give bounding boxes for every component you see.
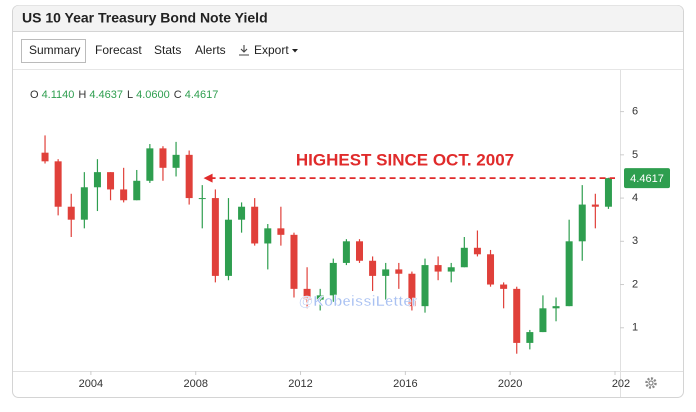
candle-body	[146, 148, 154, 181]
legend-key: H	[78, 89, 86, 101]
plot: 1 2 3 4 5 6 2004 2008 2012 2016 2020 202 @KobeissiLe…	[13, 70, 683, 397]
legend-key: O	[30, 89, 39, 101]
candle-body	[67, 206, 75, 220]
candle-body	[487, 254, 495, 285]
last-value-box	[624, 168, 670, 189]
candle-body	[342, 241, 350, 263]
candle-body	[120, 189, 128, 201]
candle-body	[303, 288, 311, 300]
candle-body	[421, 265, 429, 307]
candle-body	[107, 172, 115, 190]
tab[interactable]: Stats	[154, 43, 181, 57]
candle-body	[290, 234, 298, 289]
x-tick-label: 2004	[79, 378, 103, 390]
y-tick-label: 6	[632, 106, 638, 118]
candle-body	[565, 241, 573, 307]
candle-body	[93, 172, 101, 188]
x-tick-label: 2008	[183, 378, 207, 390]
x-tick-label: 2020	[498, 378, 522, 390]
title: US 10 Year Treasury Bond Note Yield	[22, 10, 268, 26]
title-bar	[13, 5, 683, 31]
y-tick-label: 3	[632, 235, 638, 247]
candle-body	[198, 198, 206, 200]
candle-body	[500, 284, 508, 289]
candle-body	[80, 187, 88, 220]
candle-body	[277, 228, 285, 235]
settings-icon[interactable]	[645, 377, 657, 389]
candle-body	[329, 262, 337, 296]
candle-body	[133, 180, 141, 201]
candle-body	[41, 152, 49, 162]
candle-body	[172, 154, 180, 168]
candle-body	[251, 206, 259, 244]
candle-body	[447, 267, 455, 272]
tab[interactable]: Export	[254, 43, 289, 57]
y-tick-label: 1	[632, 322, 638, 334]
legend-key: L	[127, 89, 133, 101]
candle-body	[604, 178, 612, 207]
legend-value: 4.4637	[89, 89, 123, 101]
x-tick-label: 2016	[393, 378, 417, 390]
candle-body	[185, 154, 193, 199]
tab[interactable]: Alerts	[195, 43, 226, 57]
watermark: @KobeissiLetter	[299, 293, 418, 310]
legend-value: 4.0600	[136, 89, 170, 101]
annotation-text: HIGHEST SINCE OCT. 2007	[296, 151, 514, 170]
candle-body	[159, 148, 167, 168]
x-tick-label: 202	[612, 378, 630, 390]
candle-body	[434, 265, 442, 272]
arrow-head	[203, 173, 213, 183]
y-tick-label: 4	[632, 192, 638, 204]
candle-body	[408, 273, 416, 307]
candle-body	[513, 288, 521, 343]
ohlc-legend: O 4.1140 H 4.4637 L 4.0600 C 4.4617	[30, 89, 218, 101]
tab[interactable]: Summary	[29, 43, 80, 57]
last-value-label: 4.4617	[630, 173, 664, 185]
candle-body	[238, 206, 246, 220]
x-tick-label: 2012	[288, 378, 312, 390]
legend-value: 4.1140	[42, 89, 75, 101]
download-icon	[239, 45, 249, 56]
legend-key: C	[174, 89, 182, 101]
tab[interactable]: Forecast	[95, 43, 142, 57]
candle-body	[578, 204, 586, 242]
candle-body	[264, 228, 272, 244]
candle-body	[395, 269, 403, 274]
candle-body	[369, 260, 377, 276]
tab-selected-box	[21, 39, 86, 63]
candle-body	[552, 306, 560, 309]
card	[12, 5, 684, 398]
candle-body	[355, 241, 363, 261]
candle-body	[473, 247, 481, 255]
candle-body	[526, 332, 534, 343]
y-tick-label: 5	[632, 149, 638, 161]
y-tick-label: 2	[632, 278, 638, 290]
candle-body	[316, 295, 324, 300]
legend-value: 4.4617	[185, 89, 219, 101]
candle-body	[591, 204, 599, 207]
candle-body	[211, 198, 219, 276]
caret	[292, 49, 298, 53]
candle-body	[539, 308, 547, 333]
candle-body	[54, 161, 62, 207]
candle-body	[382, 269, 390, 276]
candle-body	[224, 219, 232, 276]
candle-body	[460, 247, 468, 268]
